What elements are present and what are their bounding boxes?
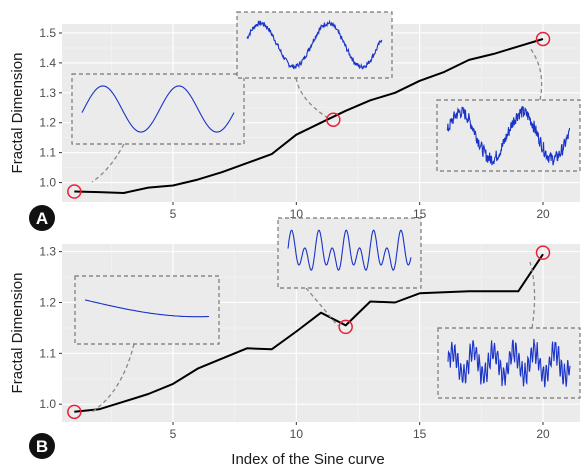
panel-letter: B: [36, 437, 48, 456]
y-tick-label: 1.4: [39, 56, 56, 70]
x-axis-title: Index of the Sine curve: [231, 451, 384, 468]
inset-connector: [91, 343, 135, 413]
inset-connector: [305, 287, 339, 327]
y-tick-label: 1.5: [39, 26, 56, 40]
y-tick-label: 1.0: [39, 397, 56, 411]
inset-connector: [529, 47, 543, 101]
inset-sine-curve: [246, 19, 383, 70]
inset-connector: [529, 261, 536, 329]
y-axis-title: Fractal Dimension: [9, 273, 26, 394]
x-tick-label: 20: [536, 207, 550, 221]
panel-badge: [29, 205, 55, 231]
series-line: [74, 38, 544, 194]
highlight-marker: [67, 184, 82, 199]
inset-sine-curve: [447, 338, 571, 388]
panel-b: 5 10 15 20 1.0 1.1 1.2 1.3 Fractal Dimension B: [9, 217, 581, 459]
x-tick-label: 5: [170, 427, 177, 441]
panel-badge: [29, 433, 55, 459]
y-tick-label: 1.3: [39, 245, 56, 259]
x-tick-label: 15: [413, 207, 427, 221]
y-tick-label: 1.2: [39, 295, 56, 309]
y-tick-label: 1.2: [39, 116, 56, 130]
highlight-marker: [67, 404, 82, 420]
inset-sine-curve: [81, 85, 235, 133]
inset-box: [71, 73, 245, 145]
y-tick-label: 1.3: [39, 86, 56, 100]
series-line: [74, 253, 544, 413]
x-tick-label: 5: [170, 207, 177, 221]
highlight-marker: [326, 112, 341, 127]
inset-box: [277, 217, 422, 289]
inset-sine-curve: [446, 105, 571, 166]
highlight-marker: [338, 319, 353, 335]
y-axis-title: Fractal Dimension: [9, 53, 26, 174]
x-tick-label: 20: [536, 427, 550, 441]
inset-connector: [295, 77, 329, 119]
highlight-marker: [535, 31, 551, 47]
y-tick-label: 1.1: [39, 146, 56, 160]
inset-box: [436, 99, 581, 172]
panel-letter: A: [36, 209, 48, 228]
inset-box: [74, 275, 220, 345]
inset-sine-curve: [84, 299, 210, 318]
x-tick-label: 15: [413, 427, 427, 441]
highlight-marker: [535, 245, 551, 260]
x-tick-label: 10: [290, 427, 304, 441]
y-tick-label: 1.0: [39, 176, 56, 190]
y-tick-label: 1.1: [39, 346, 56, 360]
inset-sine-curve: [287, 229, 412, 271]
